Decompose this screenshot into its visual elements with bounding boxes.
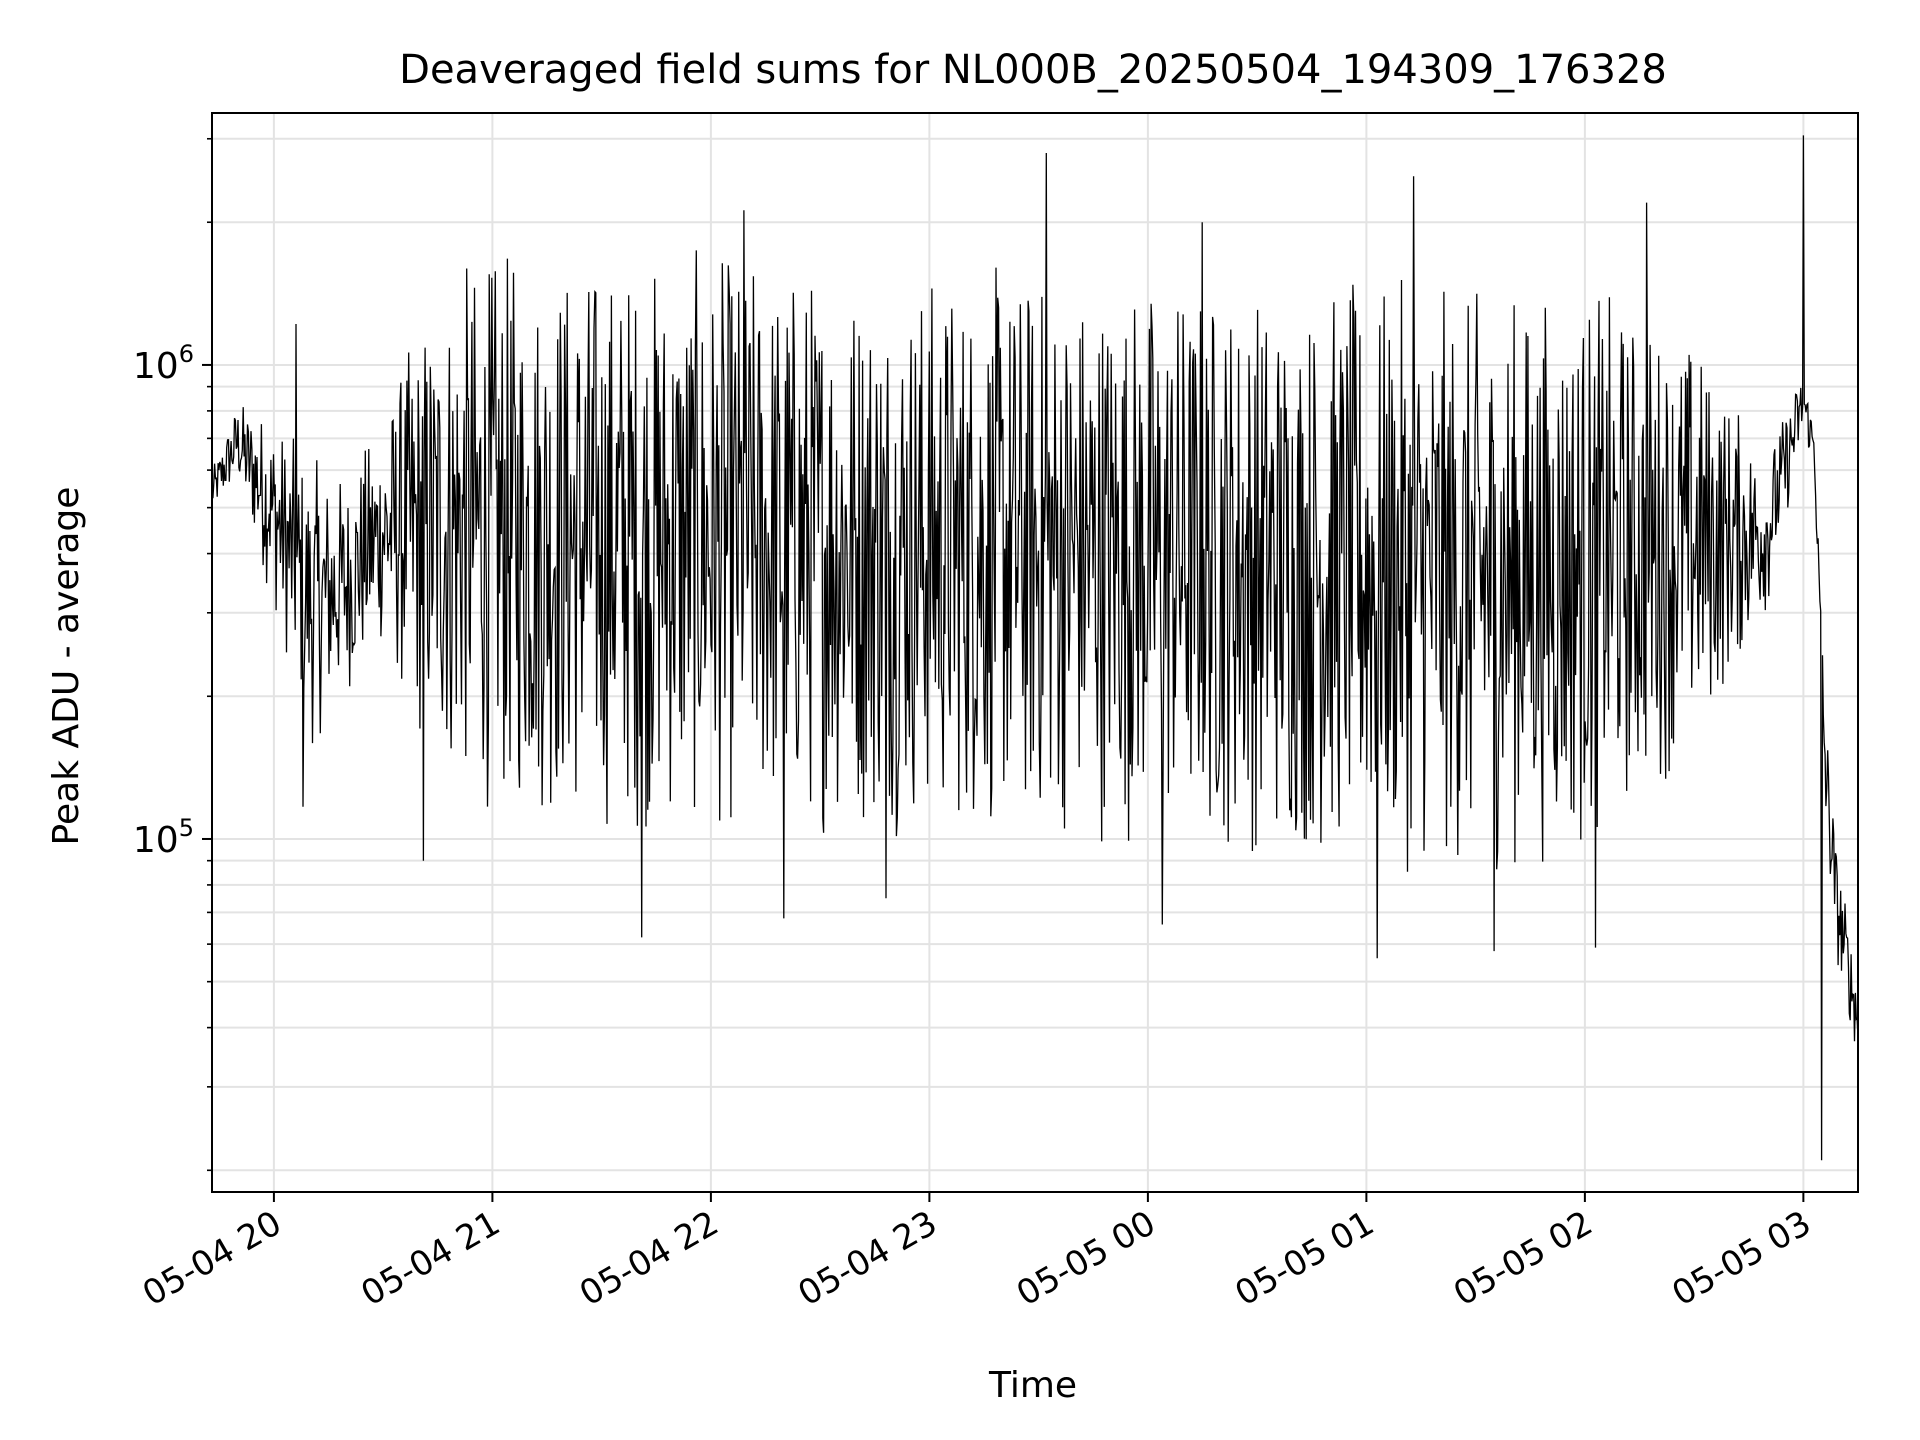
axes xyxy=(211,112,1859,1193)
y-axis-ticks: 105 106 xyxy=(133,137,212,1172)
series-line-path xyxy=(211,135,1859,1161)
y-axis-label: Peak ADU - average xyxy=(46,487,87,846)
y-tick-label: 106 xyxy=(133,340,194,387)
series-line xyxy=(211,135,1859,1161)
chart-title: Deaveraged field sums for NL000B_2025050… xyxy=(399,47,1667,93)
axes-frame xyxy=(211,112,1859,1193)
y-tick-label: 105 xyxy=(133,814,194,861)
x-axis-label: Time xyxy=(988,1365,1077,1406)
